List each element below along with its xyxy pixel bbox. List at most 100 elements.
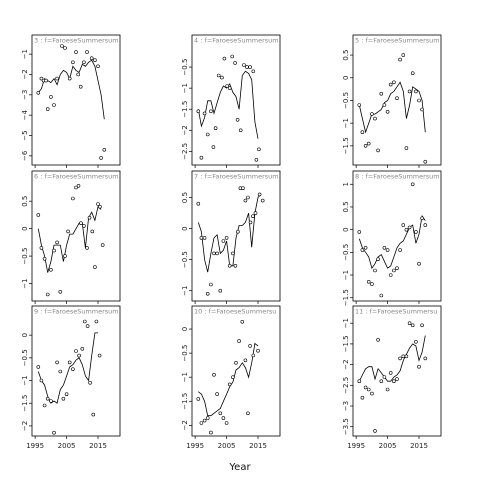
- data-point: [360, 248, 365, 252]
- data-point: [246, 195, 250, 200]
- data-point: [376, 257, 380, 262]
- data-point: [49, 95, 53, 99]
- data-point: [401, 223, 406, 227]
- data-point: [385, 387, 390, 392]
- y-tick-label: −2: [342, 359, 350, 369]
- panel-6: 10 : f=FaroeseSummersu 0 −0.5 −1 −1.5 −2 1995 2…: [181, 305, 281, 450]
- panel-frame: [31, 170, 121, 302]
- data-point: [99, 156, 103, 160]
- panel-2: 6 : f=FaroeseSummersum 0.5 0 −0.5 −1: [21, 170, 121, 304]
- data-point: [417, 98, 421, 103]
- data-point: [58, 369, 63, 374]
- y-tick-label: −1.5: [342, 335, 350, 352]
- y-tick-label: −1.5: [181, 101, 189, 118]
- data-point: [77, 353, 81, 358]
- data-point: [248, 220, 253, 225]
- data-point: [363, 246, 368, 250]
- data-point: [49, 399, 53, 403]
- data-point: [67, 360, 72, 365]
- panel-frame: [191, 170, 281, 302]
- panel-7: 5 : f=FaroeseSummersum 0.5 0 −0.5 −1 −1.5: [342, 34, 442, 168]
- data-point: [60, 44, 64, 48]
- data-point: [55, 240, 59, 245]
- data-point: [196, 397, 201, 401]
- data-point: [218, 288, 223, 293]
- data-point: [379, 293, 384, 298]
- data-point: [85, 324, 90, 328]
- panel-label: 7 : f=FaroeseSummersum: [194, 173, 279, 181]
- data-point: [63, 254, 67, 258]
- trend-line: [197, 194, 262, 273]
- data-point: [360, 395, 365, 400]
- trend-line: [197, 70, 259, 139]
- data-point: [102, 148, 107, 152]
- y-tick-label: −5: [21, 130, 29, 140]
- y-tick-label: −1: [342, 270, 350, 280]
- panel-frame: [352, 34, 442, 166]
- data-point: [66, 229, 70, 234]
- data-point: [376, 337, 380, 342]
- data-point: [91, 412, 96, 417]
- data-point: [61, 396, 66, 401]
- data-point: [253, 211, 258, 215]
- data-point: [42, 403, 47, 408]
- data-point: [357, 379, 362, 384]
- y-tick-label: −3: [342, 401, 350, 411]
- y-tick-label: −1.5: [21, 395, 29, 412]
- x-tick-label: 1995: [186, 442, 204, 450]
- x-tick-label: 2015: [249, 442, 267, 450]
- y-tick-label: 0: [181, 226, 189, 230]
- data-point: [243, 358, 248, 363]
- data-point: [423, 356, 428, 361]
- data-point: [360, 130, 365, 134]
- panel-label: 6 : f=FaroeseSummersum: [34, 173, 119, 181]
- trend-line: [358, 214, 426, 270]
- data-point: [235, 118, 240, 122]
- data-point: [78, 84, 83, 89]
- data-point: [392, 268, 396, 273]
- data-point: [388, 273, 393, 277]
- data-point: [209, 282, 213, 287]
- data-point: [231, 375, 235, 380]
- data-point: [423, 159, 428, 164]
- data-point: [240, 319, 245, 324]
- y-tick-label: −2: [21, 69, 29, 79]
- data-point: [251, 69, 256, 74]
- y-tick-label: −2.5: [181, 143, 189, 160]
- data-point: [76, 72, 80, 77]
- data-point: [94, 319, 99, 324]
- panel-9: 11 : f=FaroeseSummersu −1 −1.5 −2 −2.5 −3 −3.5…: [342, 305, 442, 450]
- data-point: [382, 375, 387, 379]
- y-tick-label: 1: [342, 182, 350, 186]
- data-point: [257, 192, 262, 197]
- data-point: [96, 64, 100, 69]
- panel-8: 8 : f=FaroeseSummersum 1 0.5 0 −0.5 −1 −1.5: [342, 170, 442, 306]
- data-point: [363, 385, 368, 390]
- panel-label: 8 : f=FaroeseSummersum: [355, 173, 440, 181]
- y-tick-label: −1.5: [342, 289, 350, 306]
- data-point: [96, 202, 100, 206]
- data-point: [227, 86, 232, 90]
- data-point: [215, 392, 219, 396]
- data-point: [414, 89, 418, 94]
- data-point: [398, 248, 402, 252]
- data-point: [49, 267, 53, 272]
- panel-label: 9 : f=FaroeseSummersum: [34, 308, 119, 316]
- data-point: [212, 372, 216, 377]
- data-point: [85, 246, 89, 250]
- data-point: [370, 282, 374, 286]
- data-point: [398, 57, 402, 62]
- data-point: [404, 227, 409, 232]
- data-point: [87, 215, 92, 220]
- data-point: [52, 248, 56, 253]
- panel-label: 10 : f=FaroeseSummersu: [194, 308, 276, 316]
- x-tick-label: 2015: [89, 442, 107, 450]
- data-point: [246, 411, 250, 416]
- y-tick-label: 0.5: [342, 50, 350, 61]
- x-tick-label: 2005: [58, 442, 76, 450]
- y-tick-label: −1: [21, 278, 29, 288]
- data-point: [221, 239, 226, 243]
- data-point: [45, 107, 50, 111]
- data-point: [233, 263, 238, 268]
